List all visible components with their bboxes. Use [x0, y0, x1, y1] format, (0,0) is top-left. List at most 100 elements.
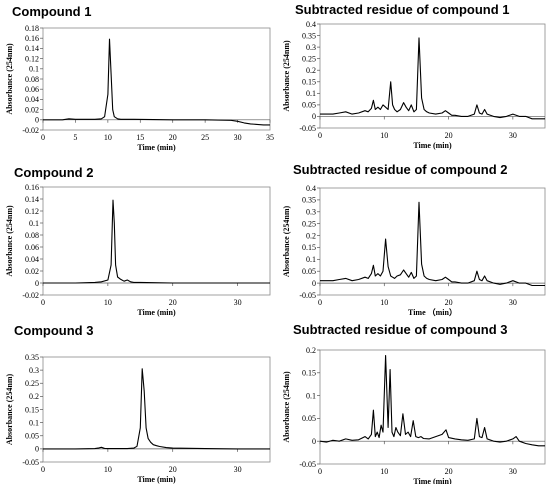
y-tick-label: 0.12 [25, 54, 39, 63]
y-tick-label: 0.02 [25, 105, 39, 114]
chart-panel-3: Compound 2-0.0200.020.040.060.080.10.120… [5, 165, 271, 317]
y-axis-label: Absorbance (254nm) [5, 43, 14, 115]
chart-title: Compound 3 [14, 323, 93, 338]
x-tick-label: 5 [73, 133, 77, 142]
y-tick-label: 0.1 [306, 391, 316, 400]
y-tick-label: 0.16 [25, 34, 39, 43]
y-tick-label: 0.35 [302, 196, 316, 205]
y-axis-label: Absorbance (254nm) [5, 205, 14, 277]
y-tick-label: 0.06 [25, 243, 39, 252]
y-tick-label: 0.04 [25, 255, 39, 264]
x-tick-label: 20 [445, 298, 453, 307]
y-tick-label: 0.35 [25, 353, 39, 362]
x-tick-label: 20 [169, 133, 177, 142]
x-tick-label: 10 [104, 298, 112, 307]
y-tick-label: 0 [312, 112, 316, 121]
y-axis-label: Absorbance (254nm) [5, 374, 14, 446]
x-axis-label: Time (min) [137, 308, 176, 317]
y-tick-label: 0.12 [25, 207, 39, 216]
y-tick-label: 0.05 [25, 432, 39, 441]
y-tick-label: -0.05 [22, 458, 39, 467]
y-tick-label: -0.02 [22, 291, 39, 300]
y-tick-label: 0.4 [306, 184, 316, 193]
x-tick-label: 10 [380, 298, 388, 307]
x-tick-label: 0 [318, 298, 322, 307]
y-tick-label: 0.25 [302, 54, 316, 63]
y-axis-label: Absorbance (254nm) [282, 206, 291, 278]
y-tick-label: 0.2 [306, 66, 316, 75]
plot-frame [319, 349, 546, 465]
plot-frame [319, 187, 546, 296]
y-tick-label: 0 [312, 279, 316, 288]
chart-title: Subtracted residue of compound 2 [293, 162, 508, 177]
y-tick-label: 0.1 [306, 89, 316, 98]
x-axis-label: Time (min) [137, 143, 176, 152]
y-tick-label: 0.2 [306, 346, 316, 355]
chart-panel-2: Subtracted residue of compound 1-0.0500.… [282, 2, 546, 150]
y-tick-label: -0.05 [299, 124, 316, 133]
y-tick-label: 0.16 [25, 183, 39, 192]
y-tick-label: -0.05 [299, 291, 316, 300]
y-tick-label: 0.35 [302, 31, 316, 40]
chart-title: Subtracted residue of compound 3 [293, 322, 508, 337]
x-tick-label: 30 [509, 467, 517, 476]
y-tick-label: 0.02 [25, 267, 39, 276]
y-tick-label: 0.05 [302, 414, 316, 423]
y-tick-label: 0.2 [29, 392, 39, 401]
y-tick-label: 0.15 [25, 405, 39, 414]
x-tick-label: 20 [169, 298, 177, 307]
chart-title: Compound 2 [14, 165, 93, 180]
y-tick-label: 0.04 [25, 95, 39, 104]
x-tick-label: 0 [318, 131, 322, 140]
chart-panel-1: Compound 1-0.0200.020.040.060.080.10.120… [5, 4, 274, 152]
x-tick-label: 0 [41, 298, 45, 307]
x-tick-label: 30 [509, 298, 517, 307]
y-tick-label: 0.1 [29, 219, 39, 228]
y-tick-label: 0.15 [302, 243, 316, 252]
y-tick-label: 0.2 [306, 231, 316, 240]
chromatogram-trace [320, 37, 545, 120]
y-tick-label: 0.14 [25, 44, 39, 53]
x-axis-label: Time （min） [408, 307, 457, 317]
y-tick-label: 0.25 [302, 219, 316, 228]
chromatogram-trace [43, 368, 270, 450]
x-tick-label: 30 [234, 133, 242, 142]
x-tick-label: 30 [234, 298, 242, 307]
x-tick-label: 10 [104, 465, 112, 474]
x-tick-label: 25 [201, 133, 209, 142]
x-tick-label: 10 [380, 467, 388, 476]
x-axis-label: Time (min) [137, 475, 176, 484]
y-tick-label: -0.02 [22, 126, 39, 135]
chromatogram-trace [320, 201, 545, 287]
y-tick-label: 0.25 [25, 379, 39, 388]
y-tick-label: 0.08 [25, 75, 39, 84]
y-axis-label: Absorbance (254nm) [282, 40, 291, 112]
chart-panel-5: Compound 3-0.0500.050.10.150.20.250.30.3… [5, 323, 271, 484]
x-axis-label: Time (min) [413, 141, 452, 150]
y-tick-label: 0 [35, 279, 39, 288]
y-tick-label: 0.18 [25, 24, 39, 33]
y-tick-label: 0.15 [302, 78, 316, 87]
plot-frame [42, 186, 271, 296]
y-tick-label: 0.1 [29, 418, 39, 427]
y-tick-label: -0.05 [299, 460, 316, 469]
y-tick-label: 0.05 [302, 267, 316, 276]
y-tick-label: 0.3 [306, 43, 316, 52]
chromatogram-trace [43, 38, 270, 126]
y-axis-label: Absorbance (254nm) [282, 371, 291, 443]
plot-frame [42, 27, 271, 131]
y-tick-label: 0.05 [302, 101, 316, 110]
y-tick-label: 0 [312, 437, 316, 446]
chart-panel-6: Subtracted residue of compound 3 -0.05 0 0.… [282, 322, 546, 484]
chromatogram-trace [43, 199, 270, 284]
x-tick-label: 20 [169, 465, 177, 474]
y-tick-label: 0.1 [29, 65, 39, 74]
plot-frame [319, 23, 546, 129]
y-tick-label: 0.15 [302, 369, 316, 378]
y-tick-label: 0.4 [306, 20, 316, 29]
y-tick-label: 0.06 [25, 85, 39, 94]
x-tick-label: 10 [380, 131, 388, 140]
x-tick-label: 20 [445, 467, 453, 476]
y-tick-label: 0 [35, 116, 39, 125]
